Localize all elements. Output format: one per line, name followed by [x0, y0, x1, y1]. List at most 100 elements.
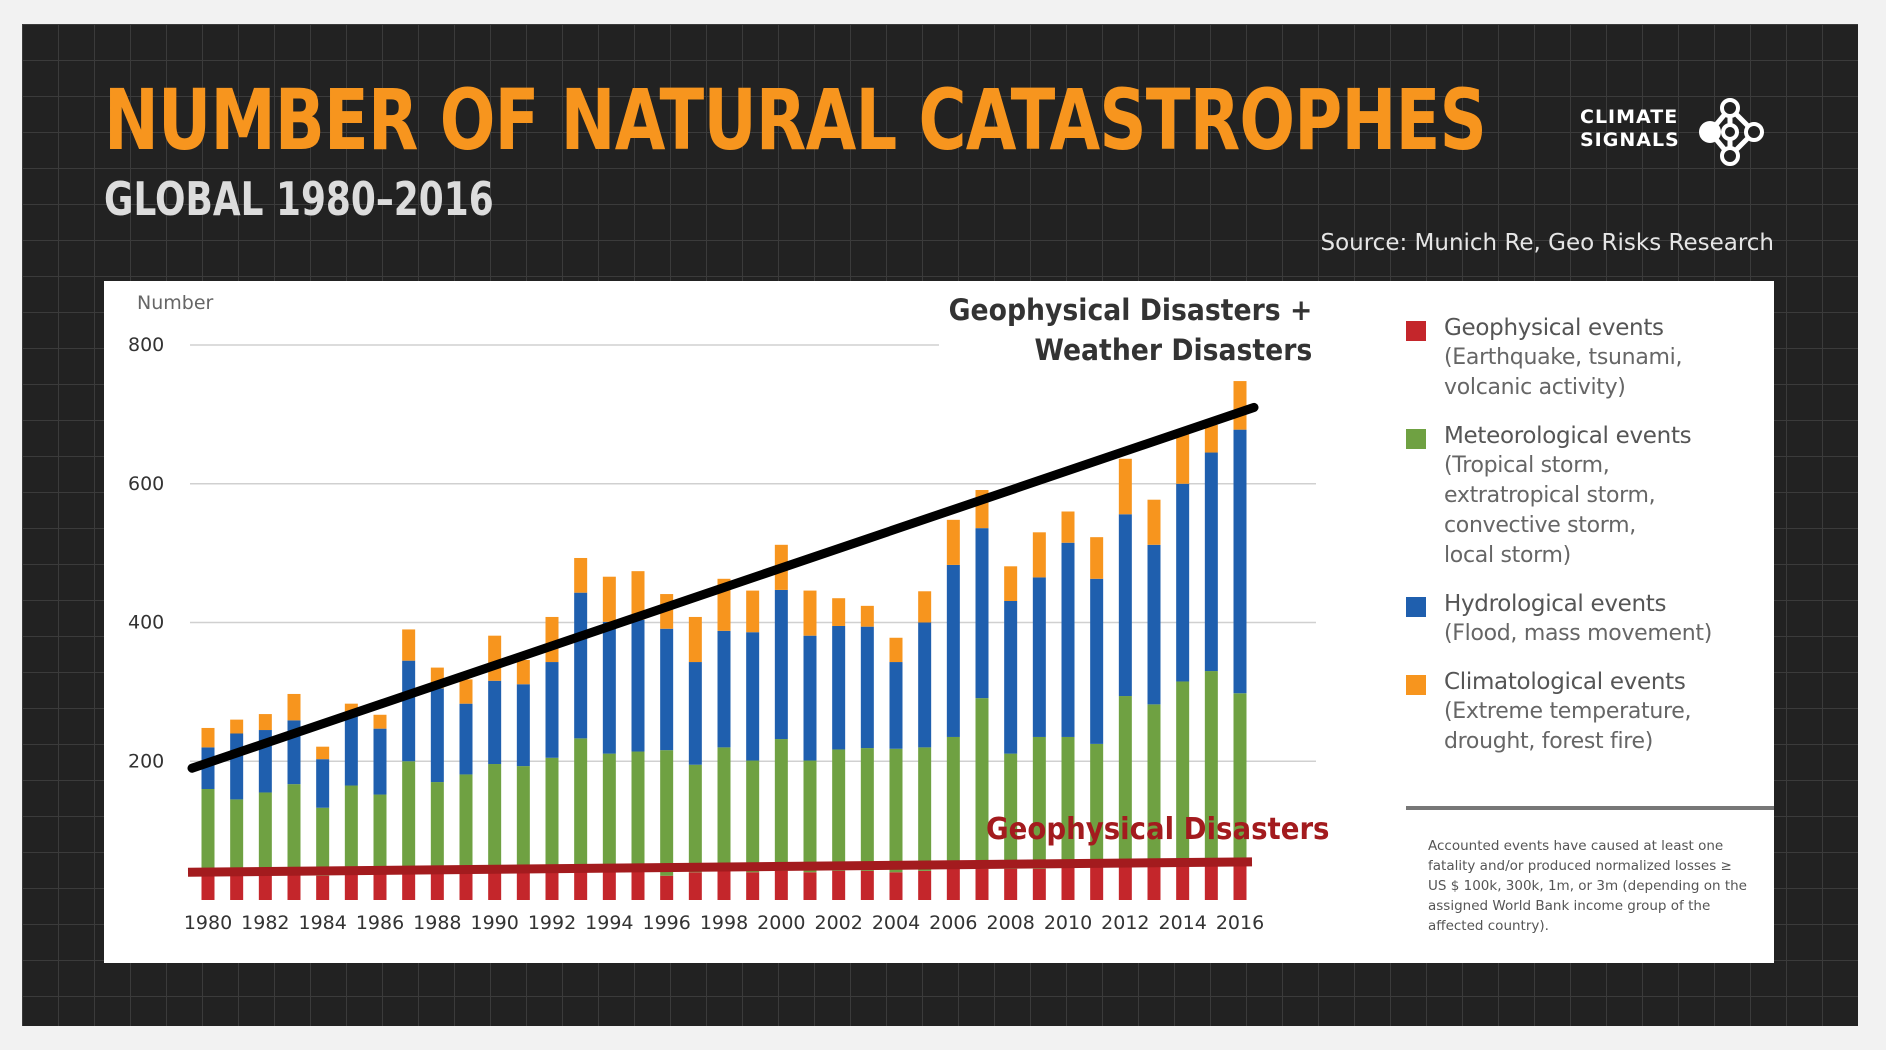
- bar-hydrological: [803, 635, 817, 761]
- legend-label: Geophysical events: [1444, 315, 1664, 341]
- bar-geophysical: [889, 872, 903, 900]
- bar-meteorological: [975, 698, 989, 869]
- bar-climatological: [918, 591, 932, 623]
- bar-geophysical: [488, 868, 502, 900]
- bar-meteorological: [1233, 693, 1247, 866]
- bar-climatological: [1147, 499, 1161, 545]
- chart-panel: 200 400 600 800 1980 1982 1984 1986 1988 1990 1992…: [104, 281, 1774, 963]
- legend-swatch-hydrological: [1406, 597, 1426, 617]
- x-tick-label: 1990: [470, 912, 518, 934]
- legend-desc: extratropical storm,: [1444, 483, 1656, 508]
- legend-desc: convective storm,: [1444, 513, 1636, 538]
- bar-meteorological: [258, 792, 272, 873]
- bar-hydrological: [918, 622, 932, 748]
- x-tick-label: 2006: [929, 912, 977, 934]
- bar-geophysical: [1004, 868, 1018, 900]
- bar-geophysical: [602, 872, 616, 900]
- bar-meteorological: [717, 747, 731, 871]
- bar-meteorological: [287, 784, 301, 871]
- bar-meteorological: [1176, 681, 1190, 866]
- legend-item-climatological: Climatological events (Extreme temperatu…: [1406, 667, 1746, 757]
- bar-geophysical: [574, 868, 588, 900]
- x-tick-label: 2000: [757, 912, 805, 934]
- bar-climatological: [860, 605, 874, 627]
- page-subtitle: GLOBAL 1980–2016: [104, 172, 494, 226]
- bar-geophysical: [1204, 865, 1218, 900]
- bar-meteorological: [631, 751, 645, 871]
- bar-hydrological: [889, 662, 903, 749]
- x-tick-label: 2008: [986, 912, 1034, 934]
- bar-hydrological: [660, 628, 674, 751]
- x-tick-label: 1982: [241, 912, 289, 934]
- bar-meteorological: [1204, 671, 1218, 866]
- legend-label: Climatological events: [1444, 669, 1686, 695]
- bar-hydrological: [1032, 577, 1046, 737]
- bar-hydrological: [746, 632, 760, 761]
- bar-meteorological: [688, 764, 702, 873]
- bar-geophysical: [230, 870, 244, 900]
- bar-geophysical: [1176, 865, 1190, 900]
- x-tick-label: 1998: [700, 912, 748, 934]
- bar-meteorological: [918, 747, 932, 871]
- legend-swatch-geophysical: [1406, 321, 1426, 341]
- legend-desc: (Extreme temperature,: [1444, 699, 1692, 724]
- bar-hydrological: [430, 688, 444, 783]
- page-title: NUMBER OF NATURAL CATASTROPHES: [104, 71, 1487, 169]
- legend-swatch-climatological: [1406, 675, 1426, 695]
- logo-text: CLIMATE SIGNALS: [1580, 106, 1680, 152]
- source-note: Source: Munich Re, Geo Risks Research: [1320, 230, 1774, 256]
- bar-meteorological: [889, 748, 903, 873]
- bar-geophysical: [459, 872, 473, 900]
- bar-meteorological: [574, 738, 588, 869]
- legend-desc: drought, forest fire): [1444, 729, 1654, 754]
- bar-climatological: [946, 519, 960, 565]
- legend-desc: (Earthquake, tsunami,: [1444, 345, 1683, 370]
- bar-geophysical: [258, 872, 272, 900]
- bar-meteorological: [746, 760, 760, 873]
- bar-climatological: [1118, 458, 1132, 515]
- y-tick-label: 600: [128, 473, 164, 495]
- bar-geophysical: [774, 870, 788, 900]
- climate-signals-logo: CLIMATE SIGNALS: [1580, 94, 1770, 170]
- bar-climatological: [1090, 537, 1104, 579]
- bar-hydrological: [373, 728, 387, 795]
- bar-geophysical: [516, 872, 530, 900]
- y-tick-label: 800: [128, 334, 164, 356]
- x-tick-label: 1980: [184, 912, 232, 934]
- bar-climatological: [459, 679, 473, 704]
- x-tick-label: 2004: [872, 912, 920, 934]
- bar-climatological: [201, 727, 215, 748]
- x-tick-label: 1994: [585, 912, 633, 934]
- bar-hydrological: [602, 621, 616, 754]
- legend-item-geophysical: Geophysical events (Earthquake, tsunami,…: [1406, 313, 1746, 403]
- bar-meteorological: [774, 739, 788, 871]
- bar-hydrological: [1176, 483, 1190, 682]
- footnote: Accounted events have caused at least on…: [1428, 838, 1747, 934]
- bar-geophysical: [545, 870, 559, 900]
- bar-hydrological: [402, 660, 416, 762]
- x-tick-label: 1988: [413, 912, 461, 934]
- bar-hydrological: [1004, 600, 1018, 754]
- bar-meteorological: [660, 750, 674, 876]
- bar-hydrological: [1090, 578, 1104, 744]
- bar-geophysical: [1233, 865, 1247, 900]
- bar-meteorological: [1004, 753, 1018, 869]
- bar-hydrological: [230, 733, 244, 800]
- bar-meteorological: [1061, 736, 1075, 866]
- legend-item-meteorological: Meteorological events (Tropical storm, e…: [1406, 421, 1746, 571]
- bar-climatological: [688, 616, 702, 663]
- bar-meteorological: [516, 766, 530, 873]
- bar-climatological: [1004, 566, 1018, 601]
- x-tick-label: 2014: [1158, 912, 1206, 934]
- bar-geophysical: [287, 870, 301, 900]
- bar-meteorological: [946, 736, 960, 869]
- bar-hydrological: [860, 626, 874, 749]
- geophysical-annotation: Geophysical Disasters: [986, 812, 1330, 847]
- bar-hydrological: [1204, 452, 1218, 672]
- bar-meteorological: [316, 807, 330, 876]
- bar-meteorological: [373, 794, 387, 873]
- legend-label: Hydrological events: [1444, 591, 1667, 617]
- bar-climatological: [402, 629, 416, 661]
- bar-geophysical: [660, 875, 674, 900]
- bar-meteorological: [488, 764, 502, 869]
